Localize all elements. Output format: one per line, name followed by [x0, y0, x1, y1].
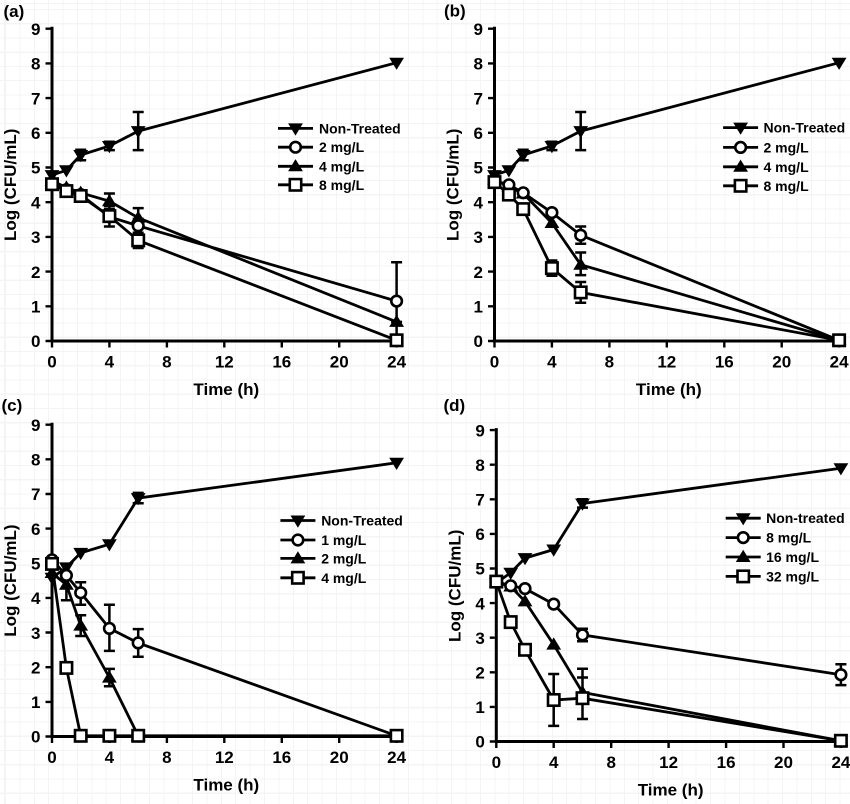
svg-text:4: 4 [547, 353, 557, 372]
svg-text:(c): (c) [2, 396, 23, 415]
svg-text:24: 24 [830, 353, 849, 372]
svg-text:5: 5 [475, 560, 484, 579]
svg-text:16: 16 [717, 753, 736, 772]
svg-text:4: 4 [105, 748, 115, 767]
svg-text:8 mg/L: 8 mg/L [764, 178, 810, 194]
svg-text:3: 3 [31, 228, 40, 247]
svg-text:Non-Treated: Non-Treated [764, 120, 846, 136]
svg-text:8: 8 [31, 451, 40, 470]
svg-text:4: 4 [105, 353, 115, 372]
svg-text:Non-Treated: Non-Treated [319, 120, 401, 136]
svg-text:8 mg/L: 8 mg/L [766, 530, 812, 546]
svg-text:0: 0 [47, 353, 56, 372]
svg-text:1: 1 [31, 693, 40, 712]
svg-text:2: 2 [474, 263, 483, 282]
svg-text:(b): (b) [444, 2, 466, 21]
svg-text:8: 8 [474, 55, 483, 74]
svg-text:Log (CFU/mL): Log (CFU/mL) [1, 129, 20, 241]
svg-text:5: 5 [31, 555, 40, 574]
svg-text:0: 0 [474, 332, 483, 351]
svg-text:1: 1 [474, 298, 483, 317]
svg-text:0: 0 [490, 353, 499, 372]
svg-text:4: 4 [549, 753, 559, 772]
svg-text:0: 0 [47, 748, 56, 767]
svg-text:3: 3 [474, 228, 483, 247]
svg-text:6: 6 [474, 124, 483, 143]
svg-text:2 mg/L: 2 mg/L [319, 139, 365, 155]
svg-text:0: 0 [31, 332, 40, 351]
svg-text:2 mg/L: 2 mg/L [321, 550, 367, 566]
svg-text:4: 4 [475, 594, 485, 613]
svg-text:5: 5 [474, 159, 483, 178]
svg-text:(d): (d) [444, 396, 466, 415]
svg-text:7: 7 [475, 491, 484, 510]
svg-text:24: 24 [387, 353, 406, 372]
svg-text:6: 6 [31, 520, 40, 539]
svg-text:1: 1 [475, 698, 484, 717]
svg-text:Time (h): Time (h) [636, 380, 702, 399]
svg-text:2 mg/L: 2 mg/L [764, 139, 810, 155]
svg-text:4: 4 [474, 193, 484, 212]
svg-text:8: 8 [162, 748, 171, 767]
svg-text:12: 12 [215, 353, 234, 372]
svg-text:16: 16 [272, 353, 291, 372]
svg-text:8 mg/L: 8 mg/L [319, 177, 365, 193]
svg-text:3: 3 [31, 624, 40, 643]
svg-text:7: 7 [31, 89, 40, 108]
svg-text:16 mg/L: 16 mg/L [766, 549, 819, 565]
svg-text:16: 16 [715, 353, 734, 372]
svg-text:9: 9 [475, 421, 484, 440]
svg-text:4: 4 [31, 589, 41, 608]
svg-text:16: 16 [272, 748, 291, 767]
svg-text:12: 12 [659, 753, 678, 772]
svg-text:1 mg/L: 1 mg/L [321, 532, 367, 548]
svg-text:8: 8 [475, 456, 484, 475]
svg-text:Time (h): Time (h) [193, 776, 259, 795]
svg-text:4 mg/L: 4 mg/L [764, 159, 810, 175]
svg-text:20: 20 [772, 353, 791, 372]
svg-text:0: 0 [31, 728, 40, 747]
svg-text:Non-treated: Non-treated [766, 510, 845, 526]
svg-text:2: 2 [31, 263, 40, 282]
svg-text:9: 9 [31, 416, 40, 435]
svg-text:Log (CFU/mL): Log (CFU/mL) [1, 524, 20, 636]
svg-text:4 mg/L: 4 mg/L [321, 570, 367, 586]
svg-text:3: 3 [475, 629, 484, 648]
svg-text:24: 24 [831, 753, 850, 772]
svg-text:Non-Treated: Non-Treated [321, 513, 403, 529]
svg-text:2: 2 [31, 658, 40, 677]
svg-text:Log (CFU/mL): Log (CFU/mL) [445, 530, 464, 642]
svg-text:Log (CFU/mL): Log (CFU/mL) [444, 129, 463, 241]
svg-text:20: 20 [330, 748, 349, 767]
svg-text:Time (h): Time (h) [193, 380, 259, 399]
svg-text:32 mg/L: 32 mg/L [766, 568, 819, 584]
svg-text:0: 0 [492, 753, 501, 772]
svg-text:5: 5 [31, 159, 40, 178]
svg-text:6: 6 [475, 525, 484, 544]
svg-text:1: 1 [31, 298, 40, 317]
svg-text:8: 8 [605, 353, 614, 372]
svg-text:(a): (a) [4, 2, 25, 21]
svg-text:4: 4 [31, 193, 41, 212]
svg-text:4 mg/L: 4 mg/L [319, 158, 365, 174]
svg-text:8: 8 [606, 753, 615, 772]
svg-text:20: 20 [330, 353, 349, 372]
svg-text:9: 9 [31, 20, 40, 39]
svg-text:Time (h): Time (h) [638, 781, 704, 800]
svg-text:24: 24 [387, 748, 406, 767]
svg-text:7: 7 [474, 89, 483, 108]
svg-text:9: 9 [474, 20, 483, 39]
svg-text:8: 8 [162, 353, 171, 372]
svg-text:20: 20 [774, 753, 793, 772]
svg-text:12: 12 [215, 748, 234, 767]
svg-text:7: 7 [31, 485, 40, 504]
svg-text:12: 12 [657, 353, 676, 372]
svg-text:2: 2 [475, 664, 484, 683]
svg-text:6: 6 [31, 124, 40, 143]
svg-text:8: 8 [31, 55, 40, 74]
svg-text:0: 0 [475, 733, 484, 752]
